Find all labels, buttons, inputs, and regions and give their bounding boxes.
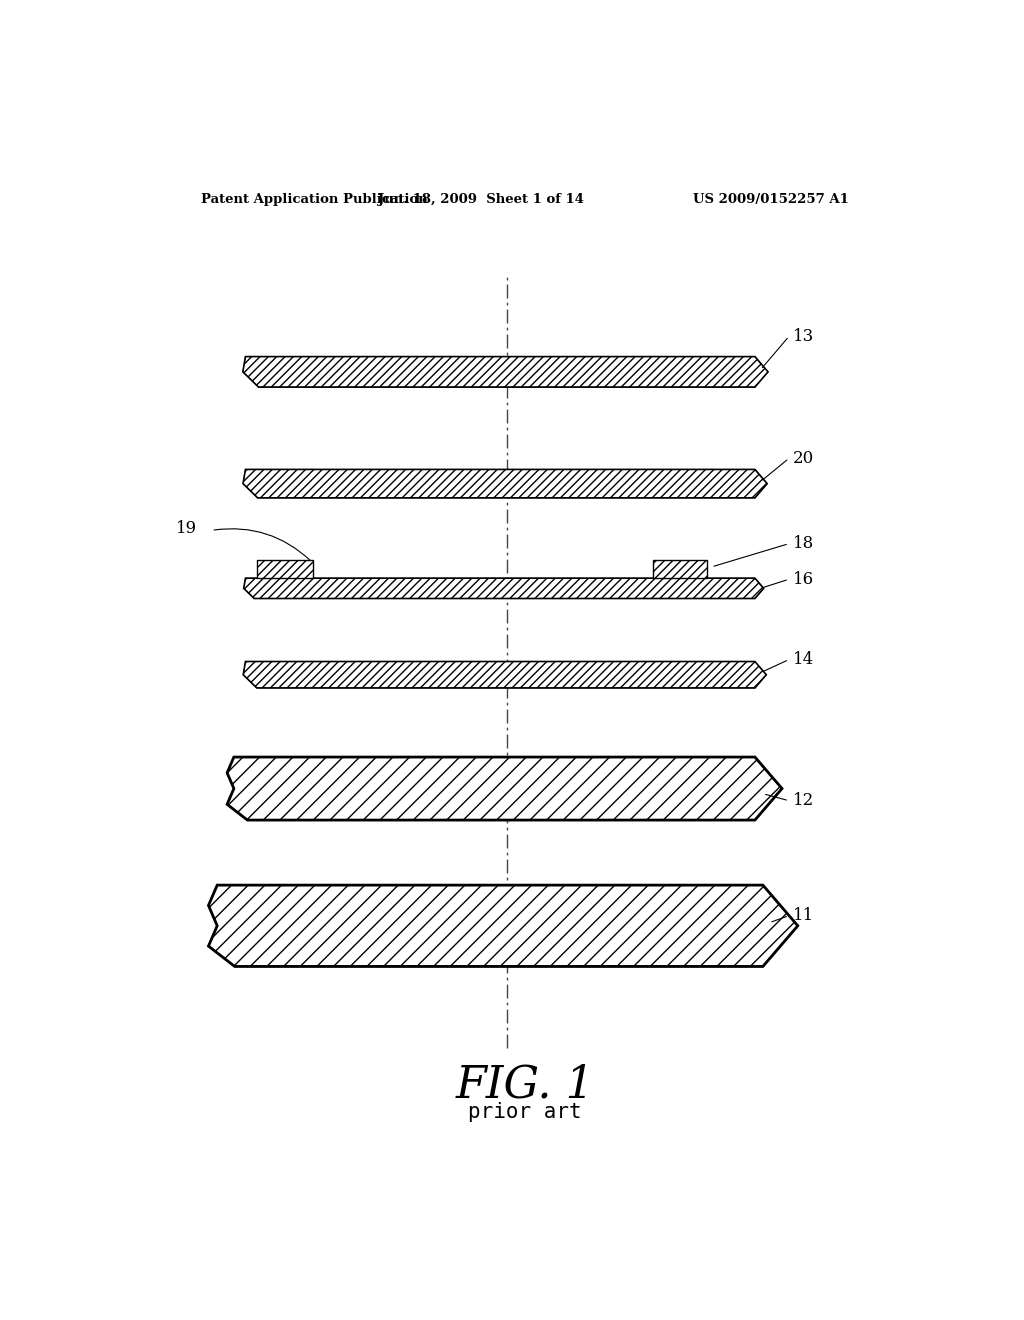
Text: 14: 14 (793, 651, 814, 668)
Polygon shape (243, 470, 767, 498)
Text: US 2009/0152257 A1: US 2009/0152257 A1 (692, 193, 849, 206)
Polygon shape (209, 886, 798, 966)
Text: 18: 18 (793, 535, 814, 552)
Polygon shape (257, 560, 313, 578)
Text: 12: 12 (793, 792, 814, 809)
Polygon shape (243, 661, 766, 688)
Polygon shape (227, 758, 782, 820)
Text: 19: 19 (176, 520, 197, 537)
Polygon shape (653, 560, 708, 578)
Text: FIG. 1: FIG. 1 (456, 1064, 594, 1107)
Text: 20: 20 (793, 450, 814, 467)
Polygon shape (243, 356, 768, 387)
Text: 11: 11 (793, 907, 814, 924)
Text: 16: 16 (793, 570, 814, 587)
Text: Jun. 18, 2009  Sheet 1 of 14: Jun. 18, 2009 Sheet 1 of 14 (378, 193, 584, 206)
Text: 13: 13 (793, 327, 814, 345)
Polygon shape (244, 578, 764, 598)
Text: prior art: prior art (468, 1102, 582, 1122)
Text: Patent Application Publication: Patent Application Publication (201, 193, 428, 206)
